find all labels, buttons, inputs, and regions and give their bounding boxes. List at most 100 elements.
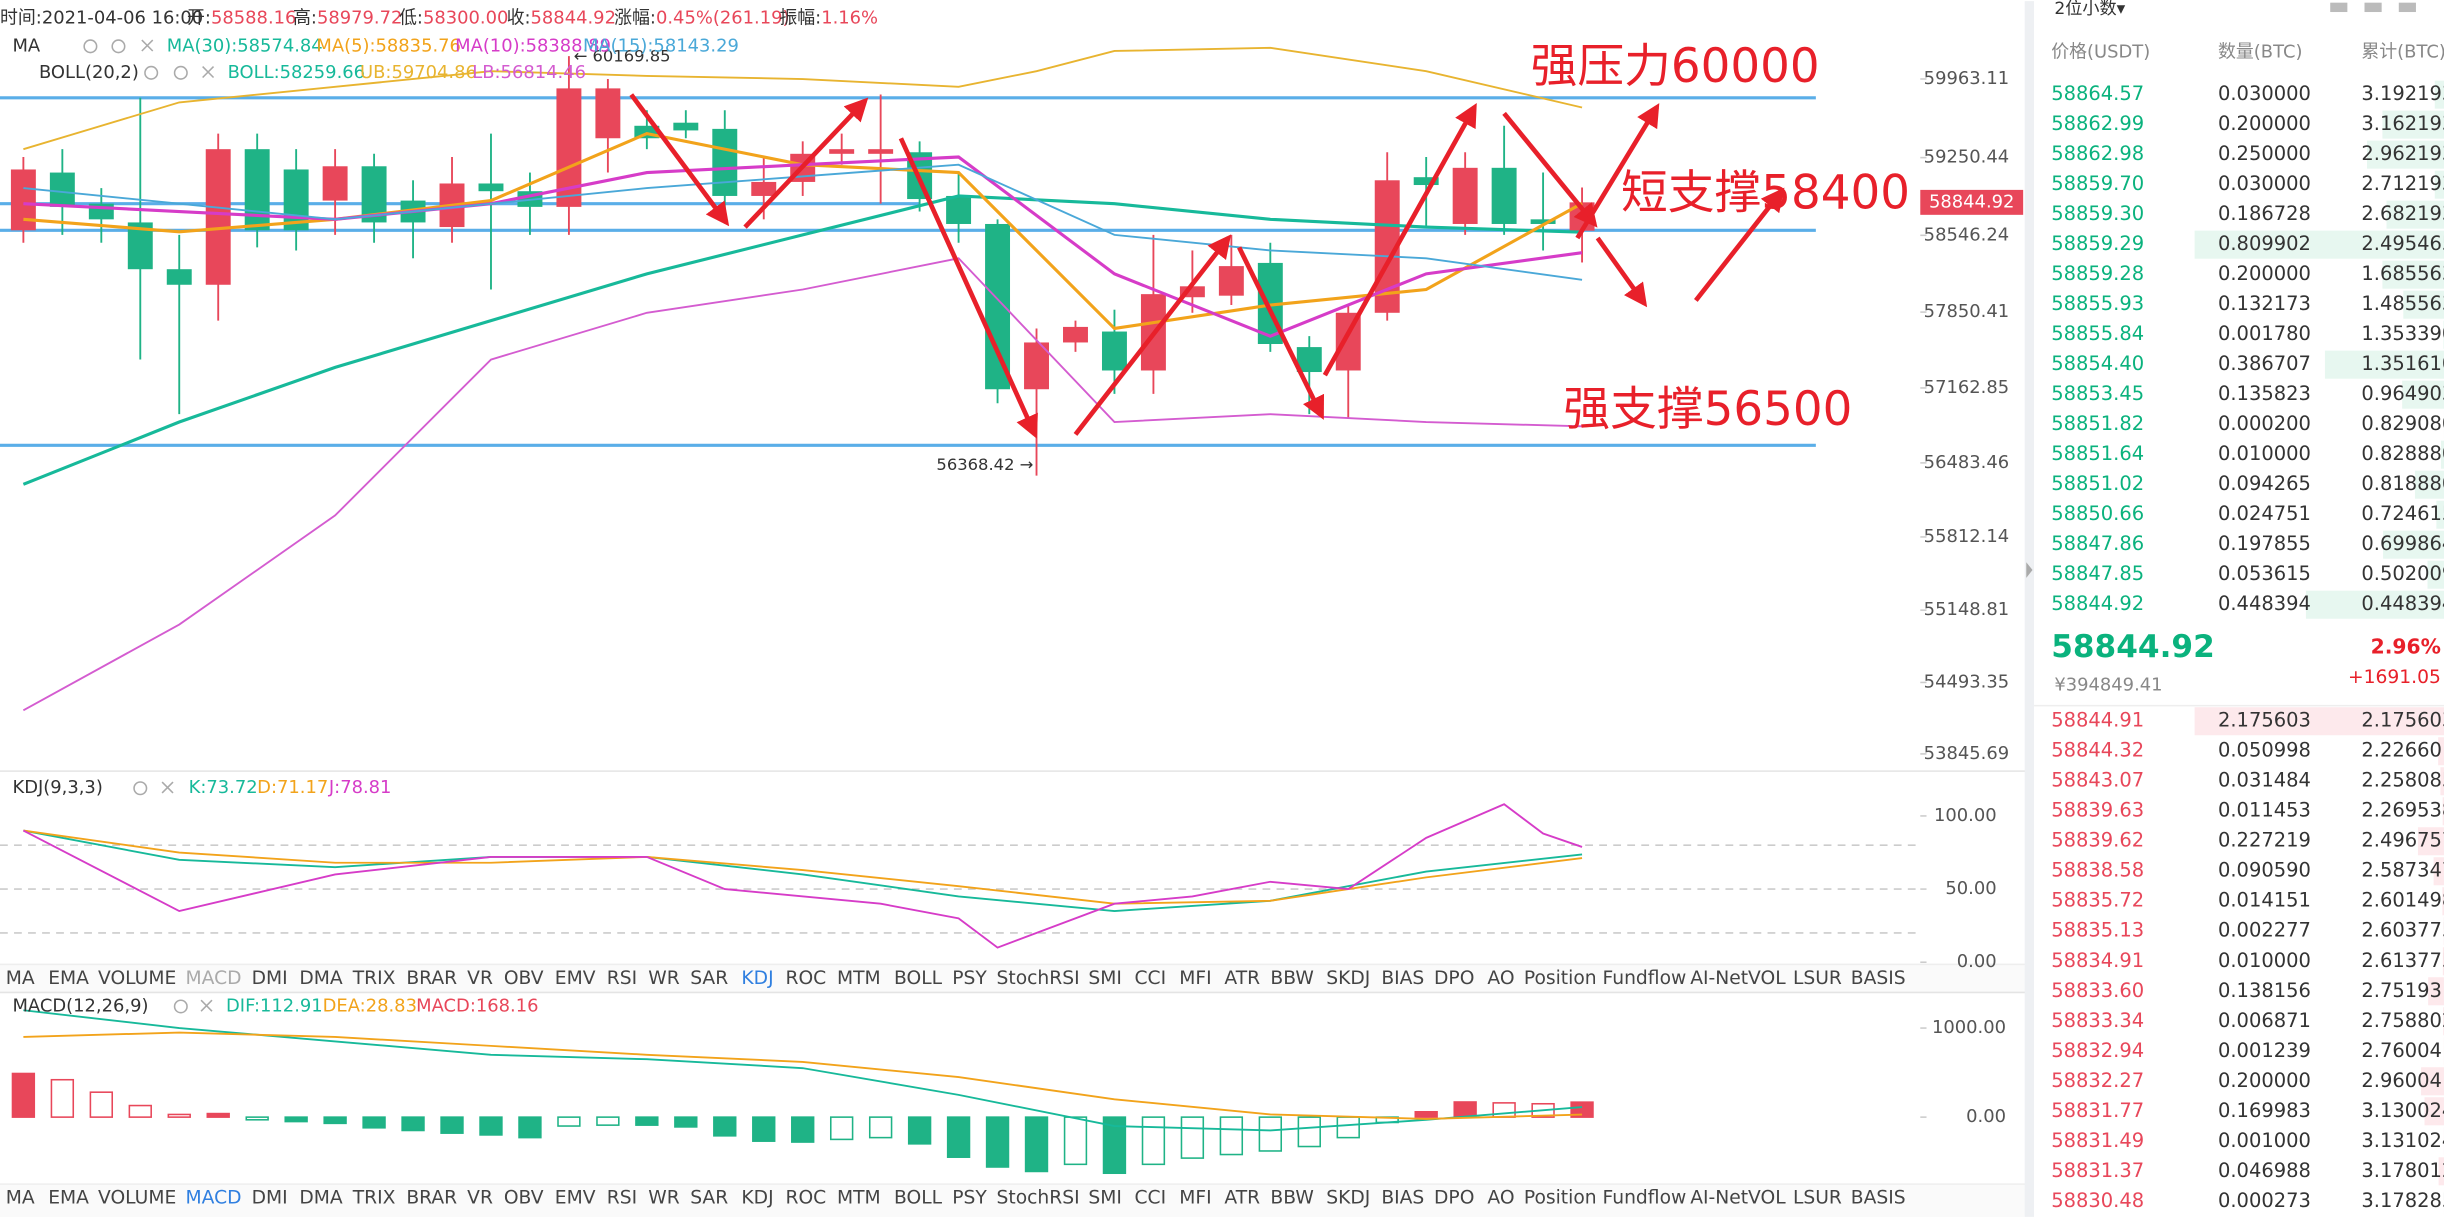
view-icon[interactable] bbox=[2364, 2, 2382, 13]
indicator-tab[interactable]: Fundflow bbox=[1603, 1188, 1687, 1209]
indicator-tab[interactable]: LSUR bbox=[1793, 1188, 1842, 1209]
indicator-tab[interactable]: OBV bbox=[504, 1188, 544, 1209]
close-icon[interactable] bbox=[161, 781, 174, 794]
indicator-tab[interactable]: DMA bbox=[299, 968, 343, 989]
indicator-tab[interactable]: MA bbox=[6, 1188, 35, 1209]
indicator-tab[interactable]: Position bbox=[1524, 968, 1597, 989]
indicator-tab[interactable]: SMI bbox=[1088, 968, 1122, 989]
indicator-tab[interactable]: AI-NetVOL bbox=[1690, 1188, 1786, 1209]
order-price: 58853.45 bbox=[2051, 382, 2144, 405]
settings-icon[interactable] bbox=[173, 65, 188, 80]
indicator-tab[interactable]: VOLUME bbox=[98, 968, 176, 989]
close-icon[interactable] bbox=[200, 999, 213, 1012]
indicator-tab[interactable]: MA bbox=[6, 968, 35, 989]
indicator-tab[interactable]: PSY bbox=[952, 1188, 987, 1209]
indicator-tab[interactable]: BASIS bbox=[1851, 1188, 1906, 1209]
indicator-tab[interactable]: RSI bbox=[607, 968, 637, 989]
annotation: 强支撑56500 bbox=[1563, 383, 1852, 437]
indicator-tab[interactable]: SAR bbox=[690, 968, 728, 989]
order-cell: 2.682193 bbox=[2361, 202, 2444, 225]
price-tag-label: 58844.92 bbox=[1929, 191, 2014, 212]
indicator-tab[interactable]: SAR bbox=[690, 1188, 728, 1209]
indicator-tab[interactable]: DMI bbox=[252, 968, 288, 989]
indicator-tab[interactable]: BRAR bbox=[406, 1188, 457, 1209]
indicator-tab[interactable]: CCI bbox=[1134, 1188, 1166, 1209]
macd-bar bbox=[791, 1116, 815, 1143]
indicator-tab[interactable]: ATR bbox=[1224, 1188, 1260, 1209]
indicator-tab[interactable]: ROC bbox=[785, 968, 826, 989]
order-price: 58847.86 bbox=[2051, 532, 2144, 555]
indicator-tab[interactable]: MFI bbox=[1179, 1188, 1211, 1209]
indicator-tab[interactable]: BOLL bbox=[894, 968, 943, 989]
close-icon[interactable] bbox=[141, 39, 154, 52]
indicator-tab[interactable]: LSUR bbox=[1793, 968, 1842, 989]
order-cell: 1.351610 bbox=[2361, 352, 2444, 375]
indicator-tab[interactable]: DMA bbox=[299, 1188, 343, 1209]
indicator-tab[interactable]: KDJ bbox=[741, 968, 773, 989]
ohlc-label: 涨幅: bbox=[614, 7, 656, 28]
indicator-tab[interactable]: RSI bbox=[607, 1188, 637, 1209]
indicator-tab[interactable]: PSY bbox=[952, 968, 987, 989]
indicator-tab[interactable]: DPO bbox=[1434, 1188, 1474, 1209]
decimals-select[interactable]: 2位小数▾ bbox=[2054, 0, 2125, 19]
indicator-tab[interactable]: EMV bbox=[555, 968, 596, 989]
indicator-tab[interactable]: AO bbox=[1487, 968, 1514, 989]
view-icon[interactable] bbox=[2398, 2, 2416, 13]
indicator-tab[interactable]: BASIS bbox=[1851, 968, 1906, 989]
indicator-tab[interactable]: TRIX bbox=[352, 1188, 396, 1209]
indicator-tab[interactable]: EMV bbox=[555, 1188, 596, 1209]
indicator-tab[interactable]: KDJ bbox=[741, 1188, 773, 1209]
indicator-tab[interactable]: SMI bbox=[1088, 1188, 1122, 1209]
y-tick-label: 54493.35 bbox=[1924, 671, 2009, 692]
indicator-tab[interactable]: Fundflow bbox=[1603, 968, 1687, 989]
indicator-tab[interactable]: BIAS bbox=[1381, 1188, 1424, 1209]
indicator-tab[interactable]: MTM bbox=[837, 968, 881, 989]
settings-icon[interactable] bbox=[133, 781, 148, 796]
indicator-tab[interactable]: ROC bbox=[785, 1188, 826, 1209]
order-cell: 0.001239 bbox=[2218, 1039, 2311, 1062]
indicator-tab[interactable]: StochRSI bbox=[997, 1188, 1080, 1209]
indicator-tab[interactable]: MFI bbox=[1179, 968, 1211, 989]
indicator-tab[interactable]: AI-NetVOL bbox=[1690, 968, 1786, 989]
ma-title: MA bbox=[12, 35, 40, 56]
close-icon[interactable] bbox=[202, 66, 215, 79]
indicator-tab[interactable]: VR bbox=[467, 1188, 493, 1209]
indicator-tab[interactable]: EMA bbox=[48, 1188, 89, 1209]
macd-bar bbox=[635, 1116, 659, 1126]
eye-icon[interactable] bbox=[144, 65, 159, 80]
indicator-tab[interactable]: WR bbox=[648, 968, 679, 989]
indicator-tab[interactable]: CCI bbox=[1134, 968, 1166, 989]
indicator-tab[interactable]: OBV bbox=[504, 968, 544, 989]
legend-item: MACD:168.16 bbox=[416, 995, 538, 1016]
indicator-tab[interactable]: VOLUME bbox=[98, 1188, 176, 1209]
indicator-tab[interactable]: AO bbox=[1487, 1188, 1514, 1209]
indicator-tab[interactable]: DMI bbox=[252, 1188, 288, 1209]
indicator-tab[interactable]: MTM bbox=[837, 1188, 881, 1209]
indicator-tab[interactable]: MACD bbox=[186, 968, 242, 989]
settings-icon[interactable] bbox=[111, 39, 126, 54]
macd-bar bbox=[11, 1072, 36, 1118]
depth-bar bbox=[2433, 857, 2444, 886]
indicator-tab[interactable]: MACD bbox=[186, 1188, 242, 1209]
indicator-tab[interactable]: Position bbox=[1524, 1188, 1597, 1209]
indicator-tab[interactable]: BBW bbox=[1270, 1188, 1313, 1209]
view-icon[interactable] bbox=[2330, 2, 2348, 13]
indicator-tab[interactable]: SKDJ bbox=[1326, 968, 1370, 989]
indicator-tab[interactable]: BBW bbox=[1270, 968, 1313, 989]
y-tick-label: 50.00 bbox=[1945, 878, 1996, 899]
eye-icon[interactable] bbox=[83, 39, 98, 54]
indicator-tab[interactable]: DPO bbox=[1434, 968, 1474, 989]
splitter[interactable] bbox=[2024, 1, 2035, 1217]
indicator-tab[interactable]: BOLL bbox=[894, 1188, 943, 1209]
settings-icon[interactable] bbox=[173, 999, 188, 1014]
indicator-tab[interactable]: BRAR bbox=[406, 968, 457, 989]
indicator-tab[interactable]: TRIX bbox=[352, 968, 396, 989]
indicator-tab[interactable]: ATR bbox=[1224, 968, 1260, 989]
indicator-tab[interactable]: SKDJ bbox=[1326, 1188, 1370, 1209]
indicator-tab[interactable]: BIAS bbox=[1381, 968, 1424, 989]
indicator-tab[interactable]: StochRSI bbox=[997, 968, 1080, 989]
indicator-tab[interactable]: VR bbox=[467, 968, 493, 989]
indicator-tab[interactable]: WR bbox=[648, 1188, 679, 1209]
ohlc-value: 58844.92 bbox=[531, 7, 616, 28]
indicator-tab[interactable]: EMA bbox=[48, 968, 89, 989]
